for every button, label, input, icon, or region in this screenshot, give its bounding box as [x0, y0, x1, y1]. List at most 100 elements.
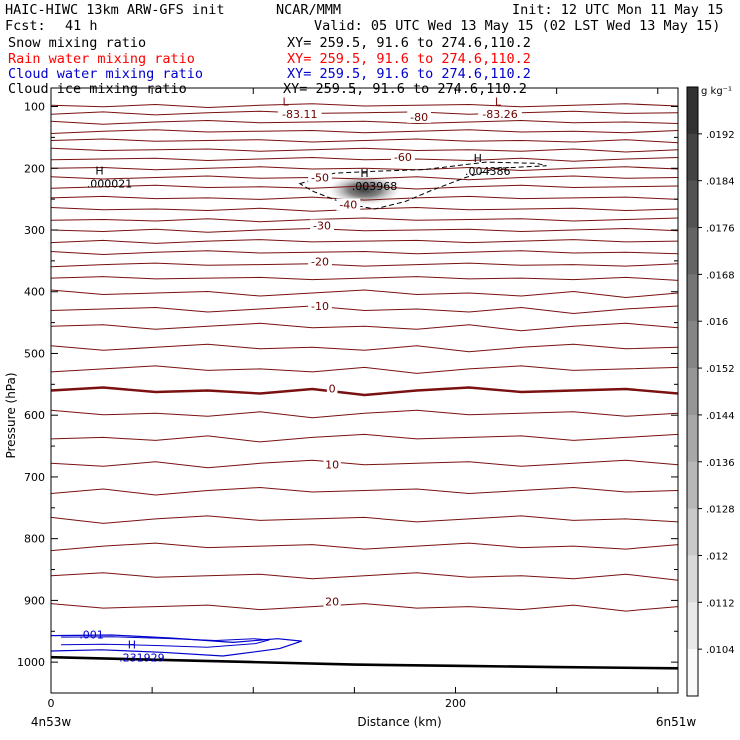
- contour-label: 10: [325, 458, 339, 471]
- field-xy-rain: XY= 259.5, 91.6 to 274.6,110.2: [287, 51, 531, 67]
- isotherm-line: [50, 239, 679, 244]
- colorbar-segment: [687, 180, 698, 229]
- forecast-label: Fcst:: [5, 18, 46, 34]
- isotherm-line: [50, 386, 679, 397]
- contour-label-bg: [478, 107, 522, 120]
- isotherm-line: [50, 276, 679, 281]
- contour-label: -83.11: [282, 108, 317, 121]
- field-name-cloud-ice: Cloud ice mixing ratio: [8, 81, 187, 97]
- y-tick-label: 700: [24, 471, 45, 484]
- isotherm-line: [50, 184, 679, 190]
- isotherm-line: [50, 459, 679, 469]
- isotherm-line: [50, 175, 679, 181]
- isotherm-line: [50, 138, 679, 144]
- y-tick-label: 800: [24, 533, 45, 546]
- field-xy-snow: XY= 259.5, 91.6 to 274.6,110.2: [287, 35, 531, 51]
- contour-label-bg: [391, 150, 415, 163]
- isotherm-line: [50, 365, 679, 374]
- contour-label: -30: [313, 220, 331, 233]
- isotherm-line: [50, 603, 679, 612]
- y-axis-title: Pressure (hPa): [4, 372, 18, 458]
- colorbar-frame: [686, 86, 699, 697]
- contour-label-bg: [308, 299, 332, 312]
- colorbar-level-label: .016: [706, 317, 728, 328]
- colorbar-level-label: .0168: [706, 270, 735, 281]
- low-marker: L: [283, 95, 290, 108]
- colorbar-level-label: .0112: [706, 598, 735, 609]
- colorbar-segment: [687, 508, 698, 556]
- contour-label-bg: [308, 171, 332, 184]
- colorbar-segment: [687, 321, 698, 369]
- isotherm-line: [50, 166, 679, 172]
- contour-label-bg: [326, 382, 338, 395]
- contour-label-bg: [336, 198, 361, 211]
- isotherm-line: [50, 250, 679, 256]
- isotherm-line: [50, 217, 679, 223]
- contour-label: -50: [311, 171, 329, 184]
- isotherm-line: [50, 343, 679, 353]
- colorbar-segment: [687, 227, 698, 275]
- init-time: Init: 12 UTC Mon 11 May 15: [512, 2, 724, 18]
- contour-label: -83.26: [482, 108, 517, 121]
- forecast-hours: 41 h: [65, 18, 98, 34]
- chart-title: HAIC-HIWC 13km ARW-GFS init: [5, 2, 225, 18]
- high-marker: H: [474, 152, 482, 165]
- isotherm-line: [50, 486, 679, 496]
- field-name-snow: Snow mixing ratio: [8, 35, 147, 51]
- colorbar-level-label: .0136: [706, 458, 735, 469]
- colorbar-segment: [687, 555, 698, 603]
- contour-label-bg: [310, 219, 334, 232]
- contour-label-bg: [277, 107, 322, 120]
- isotherm-line: [50, 206, 679, 212]
- plot-frame: [50, 87, 679, 694]
- cloud-water-contour: [50, 634, 302, 657]
- y-tick-label: 600: [24, 409, 45, 422]
- isotherm-line: [50, 103, 679, 109]
- contour-label-bg: [308, 255, 332, 268]
- colorbar-segment: [687, 414, 698, 463]
- y-tick-label: 100: [24, 101, 45, 114]
- cloud-water-contour-label: .001: [79, 629, 104, 642]
- snow-mixing-ratio-max: [328, 174, 401, 205]
- x-left-endpoint-label: 4n53w: [31, 715, 72, 729]
- colorbar-level-label: .0192: [706, 130, 735, 141]
- contour-label-bg: [323, 595, 341, 608]
- contour-label: -40: [339, 199, 357, 212]
- high-marker: H: [128, 639, 136, 652]
- colorbar-level-label: .0152: [706, 364, 735, 375]
- org-label: NCAR/MMM: [276, 2, 342, 18]
- isotherm-line: [50, 129, 679, 134]
- y-tick-label: 1000: [17, 656, 45, 669]
- contour-label-bg: [407, 110, 432, 123]
- isotherm-line: [50, 119, 679, 125]
- extremum-value: .000021: [87, 177, 133, 190]
- field-xy-cloud-water: XY= 259.5, 91.6 to 274.6,110.2: [287, 66, 531, 82]
- terrain-line: [50, 655, 679, 670]
- colorbar-level-label: .0144: [706, 411, 735, 422]
- isotherm-line: [50, 156, 679, 162]
- low-marker: L: [495, 95, 502, 108]
- field-xy-cloud-ice: XY= 259.5, 91.6 to 274.6,110.2: [283, 81, 527, 97]
- y-tick-label: 200: [24, 162, 45, 175]
- colorbar-level-label: .0104: [706, 645, 735, 656]
- colorbar-level-label: .0128: [706, 505, 735, 516]
- y-tick-label: 300: [24, 224, 45, 237]
- colorbar-segment: [687, 461, 698, 510]
- extremum-value: .004386: [465, 165, 511, 178]
- y-tick-label: 400: [24, 286, 45, 299]
- isotherm-line: [50, 289, 679, 299]
- colorbar-segment: [687, 274, 698, 322]
- valid-time: Valid: 05 UTC Wed 13 May 15 (02 LST Wed …: [314, 18, 721, 34]
- high-marker: H: [360, 167, 368, 180]
- field-name-cloud-water: Cloud water mixing ratio: [8, 66, 204, 82]
- extremum-value: .231929: [119, 652, 165, 665]
- x-axis-title: Distance (km): [357, 715, 441, 729]
- colorbar-unit: g kg⁻¹: [701, 86, 732, 97]
- isotherm-line: [50, 515, 679, 524]
- extremum-value: .003968: [352, 180, 398, 193]
- colorbar-segment: [687, 368, 698, 416]
- isotherm-line: [50, 147, 679, 153]
- contour-label: 0: [329, 383, 336, 396]
- isotherm-line: [50, 227, 679, 233]
